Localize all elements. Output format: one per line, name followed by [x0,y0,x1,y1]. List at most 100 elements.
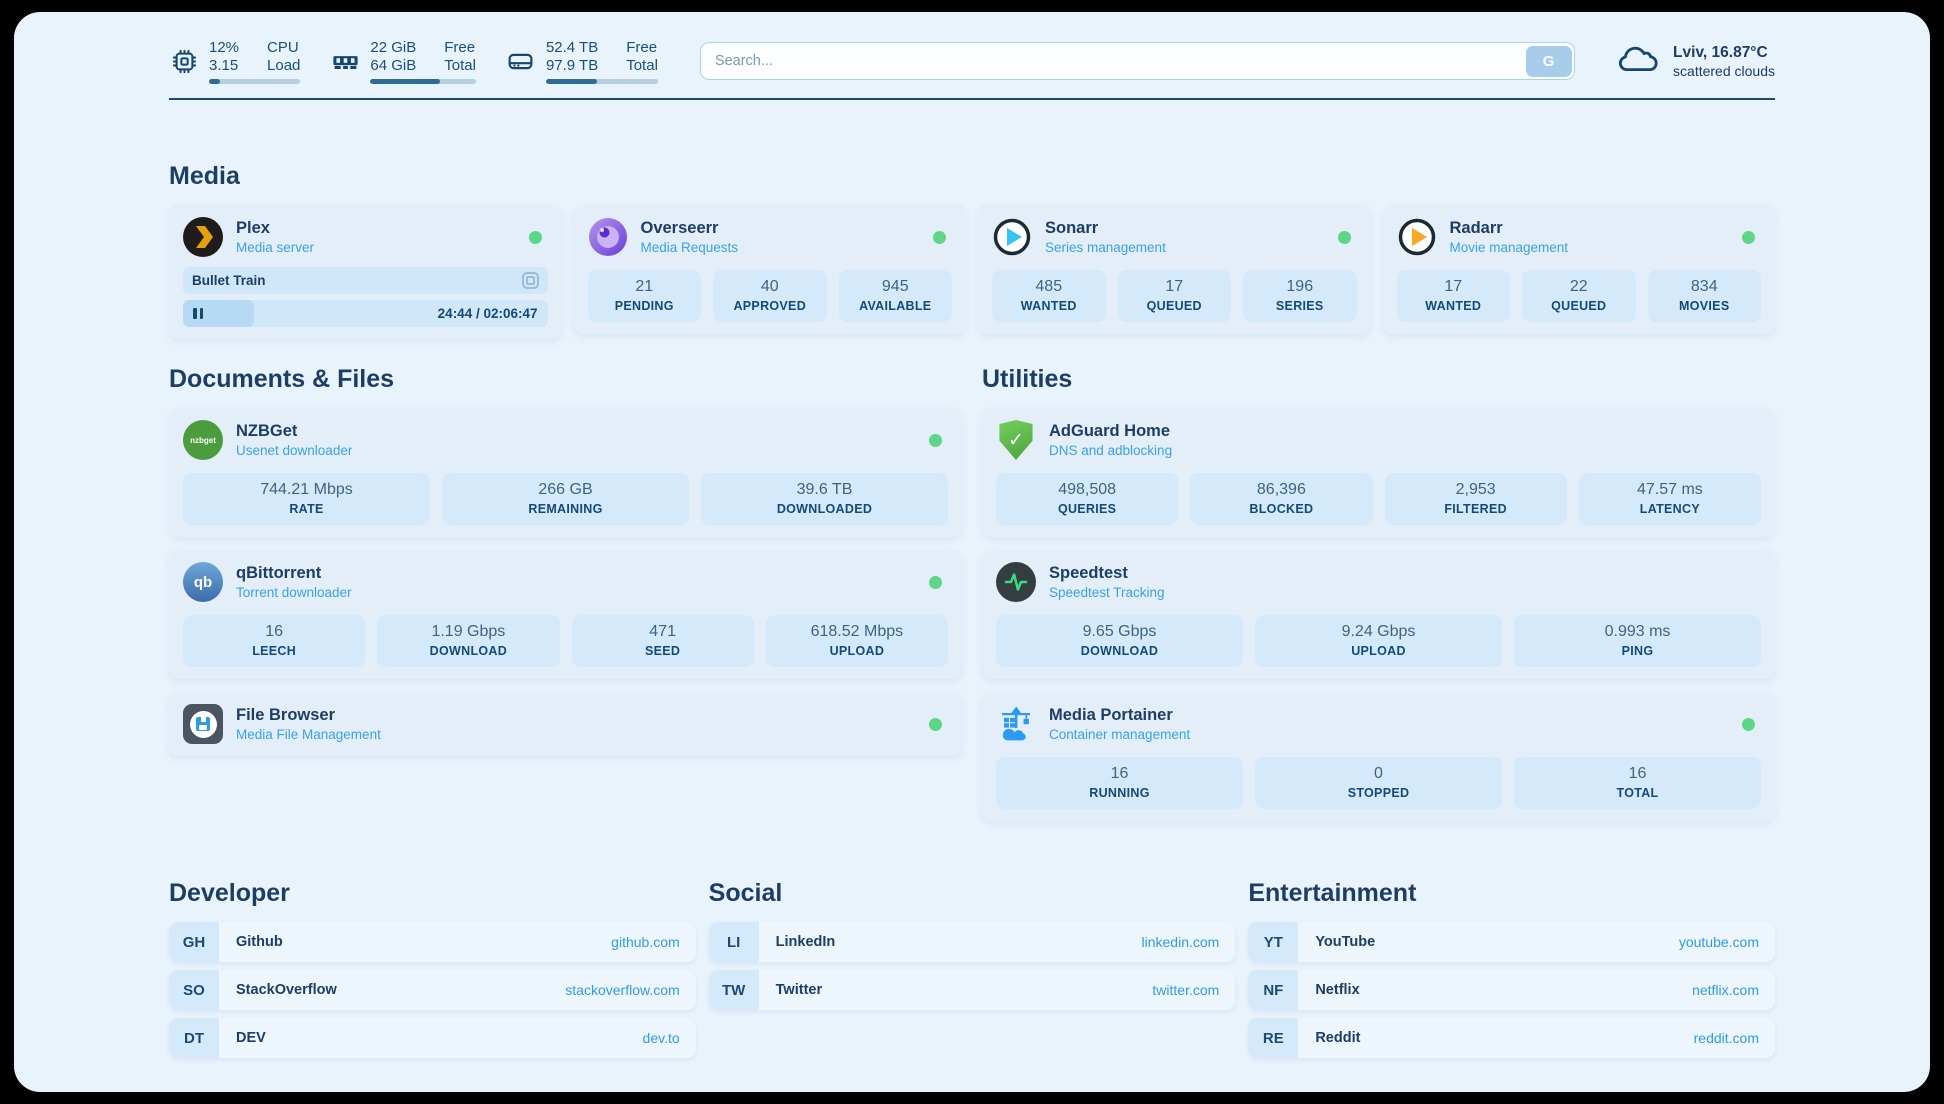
stat-value: 17 [1444,278,1463,295]
bookmark-url: netflix.com [1692,982,1759,998]
stat-value: 945 [881,278,909,295]
plex-header: Plex Media server [183,217,548,257]
stat-value: 498,508 [1058,481,1117,498]
app-card-portainer[interactable]: Media Portainer Container management 16 … [982,692,1775,821]
status-online-dot [933,230,946,244]
app-subtitle: Media File Management [236,727,381,742]
app-card-adguard[interactable]: ✓ AdGuard Home DNS and adblocking 498,50… [982,408,1775,537]
bookmark-linkedin[interactable]: LI LinkedIn linkedin.com [708,922,1236,962]
adguard-header: ✓ AdGuard Home DNS and adblocking [996,420,1761,460]
cpu-widget-body: 12% CPU 3.15 Load [209,39,301,84]
portainer-icon [996,704,1036,744]
top-bar: 12% CPU 3.15 Load [169,38,1775,84]
bookmark-stackoverflow[interactable]: SO StackOverflow stackoverflow.com [169,970,696,1010]
cpu-load-value: 3.15 [209,56,239,74]
app-card-sonarr[interactable]: Sonarr Series management 485 WANTED 17 Q… [978,205,1371,334]
settings-target-icon[interactable] [521,272,539,289]
app-name: Overseerr [640,219,719,237]
bookmark-github[interactable]: GH Github github.com [169,922,696,962]
stat-value: 618.52 Mbps [810,623,904,640]
section-utilities: Utilities ✓ AdGuard Home DNS and adblock… [982,365,1775,821]
search-input[interactable] [699,42,1576,80]
status-online-dot [1337,230,1351,244]
stat-available: 945 AVAILABLE [838,270,952,322]
stat-queued: 22 QUEUED [1522,270,1636,322]
stat-label: DOWNLOADED [776,502,873,516]
stat-blocked: 86,396 BLOCKED [1190,473,1373,525]
filebrowser-header: File Browser Media File Management [183,704,948,744]
bookmark-abbr: DT [169,1018,219,1058]
memory-total-value: 64 GiB [370,56,417,74]
stat-latency: 47.57 ms LATENCY [1578,473,1761,525]
weather-text: Lviv, 16.87°C scattered clouds [1673,44,1775,79]
app-card-overseerr[interactable]: Overseerr Media Requests 21 PENDING 40 A… [573,205,966,334]
app-card-radarr[interactable]: Radarr Movie management 17 WANTED 22 QUE… [1382,205,1775,334]
status-online-dot [1742,717,1755,731]
search-engine-button[interactable]: G [1525,45,1572,77]
app-card-filebrowser[interactable]: File Browser Media File Management [169,692,962,756]
section-title-entertainment: Entertainment [1248,879,1417,907]
app-name: Radarr [1449,219,1503,237]
sonarr-header: Sonarr Series management [992,217,1357,257]
dashboard-page: 12% CPU 3.15 Load [14,12,1930,1092]
stat-upload: 618.52 Mbps UPLOAD [765,615,948,667]
stat-label: APPROVED [733,299,807,313]
overseerr-header: Overseerr Media Requests [588,217,953,257]
section-developer: Developer GH Github github.com SO StackO… [169,879,696,1058]
bookmark-twitter[interactable]: TW Twitter twitter.com [708,970,1236,1010]
stats-row: 21 PENDING 40 APPROVED 945 AVAILABLE [587,270,952,322]
bookmark-youtube[interactable]: YT YouTube youtube.com [1248,922,1775,962]
speedtest-icon [996,562,1036,602]
weather-condition: scattered clouds [1673,62,1775,79]
memory-progress-bar [370,78,476,84]
app-subtitle: Container management [1049,727,1191,742]
stat-value: 86,396 [1256,481,1306,498]
app-subtitle: Usenet downloader [236,443,353,458]
adguard-icon: ✓ [996,420,1036,460]
stat-value: 16 [1628,765,1647,782]
stat-label: MOVIES [1679,299,1730,313]
cloud-icon [1615,42,1661,81]
app-card-nzbget[interactable]: nzbget NZBGet Usenet downloader 744.21 M… [169,408,962,537]
stat-value: 471 [649,623,676,640]
stat-wanted: 485 WANTED [992,270,1106,322]
stat-label: LATENCY [1639,502,1700,516]
bookmark-abbr: LI [708,922,759,962]
weather-location-temp: Lviv, 16.87°C [1673,43,1768,61]
bookmark-name: YouTube [1315,934,1376,950]
pause-icon[interactable] [193,308,203,319]
app-subtitle: Series management [1045,240,1166,255]
app-card-speedtest[interactable]: Speedtest Speedtest Tracking 9.65 Gbps D… [982,550,1775,679]
bookmark-netflix[interactable]: NF Netflix netflix.com [1248,970,1775,1010]
section-documents: Documents & Files nzbget NZBGet Usenet d… [169,365,962,756]
status-online-dot [929,575,942,589]
stat-download: 1.19 Gbps DOWNLOAD [377,615,560,667]
bookmark-url: linkedin.com [1141,934,1220,950]
filebrowser-icon [183,704,223,744]
bookmark-abbr: RE [1248,1018,1299,1058]
stat-label: PING [1621,644,1654,658]
resource-widgets: 12% CPU 3.15 Load [169,39,658,84]
section-title-utilities: Utilities [982,365,1073,393]
stat-value: 17 [1165,278,1184,295]
stat-label: WANTED [1020,299,1077,313]
stat-value: 485 [1035,278,1063,295]
memory-icon [330,47,360,76]
bookmark-reddit[interactable]: RE Reddit reddit.com [1248,1018,1775,1058]
bookmark-dev[interactable]: DT DEV dev.to [169,1018,696,1058]
bookmark-url: dev.to [642,1030,680,1046]
stat-value: 16 [265,623,284,640]
stat-remaining: 266 GB REMAINING [442,473,689,525]
stat-value: 47.57 ms [1636,481,1703,498]
app-subtitle: Movie management [1449,240,1569,255]
app-subtitle: Media Requests [640,240,739,255]
bookmark-name: LinkedIn [775,934,836,950]
stats-row: 9.65 Gbps DOWNLOAD 9.24 Gbps UPLOAD 0.99… [996,615,1761,667]
app-card-plex[interactable]: Plex Media server Bullet Train 24:44 / 0… [169,205,562,339]
stat-label: STOPPED [1347,786,1410,800]
qbittorrent-icon: qb [183,562,223,602]
stat-filtered: 2,953 FILTERED [1384,473,1567,525]
disk-progress-bar [545,78,658,84]
stat-value: 0 [1374,765,1383,782]
app-card-qbittorrent[interactable]: qb qBittorrent Torrent downloader 16 LEE… [169,550,962,679]
